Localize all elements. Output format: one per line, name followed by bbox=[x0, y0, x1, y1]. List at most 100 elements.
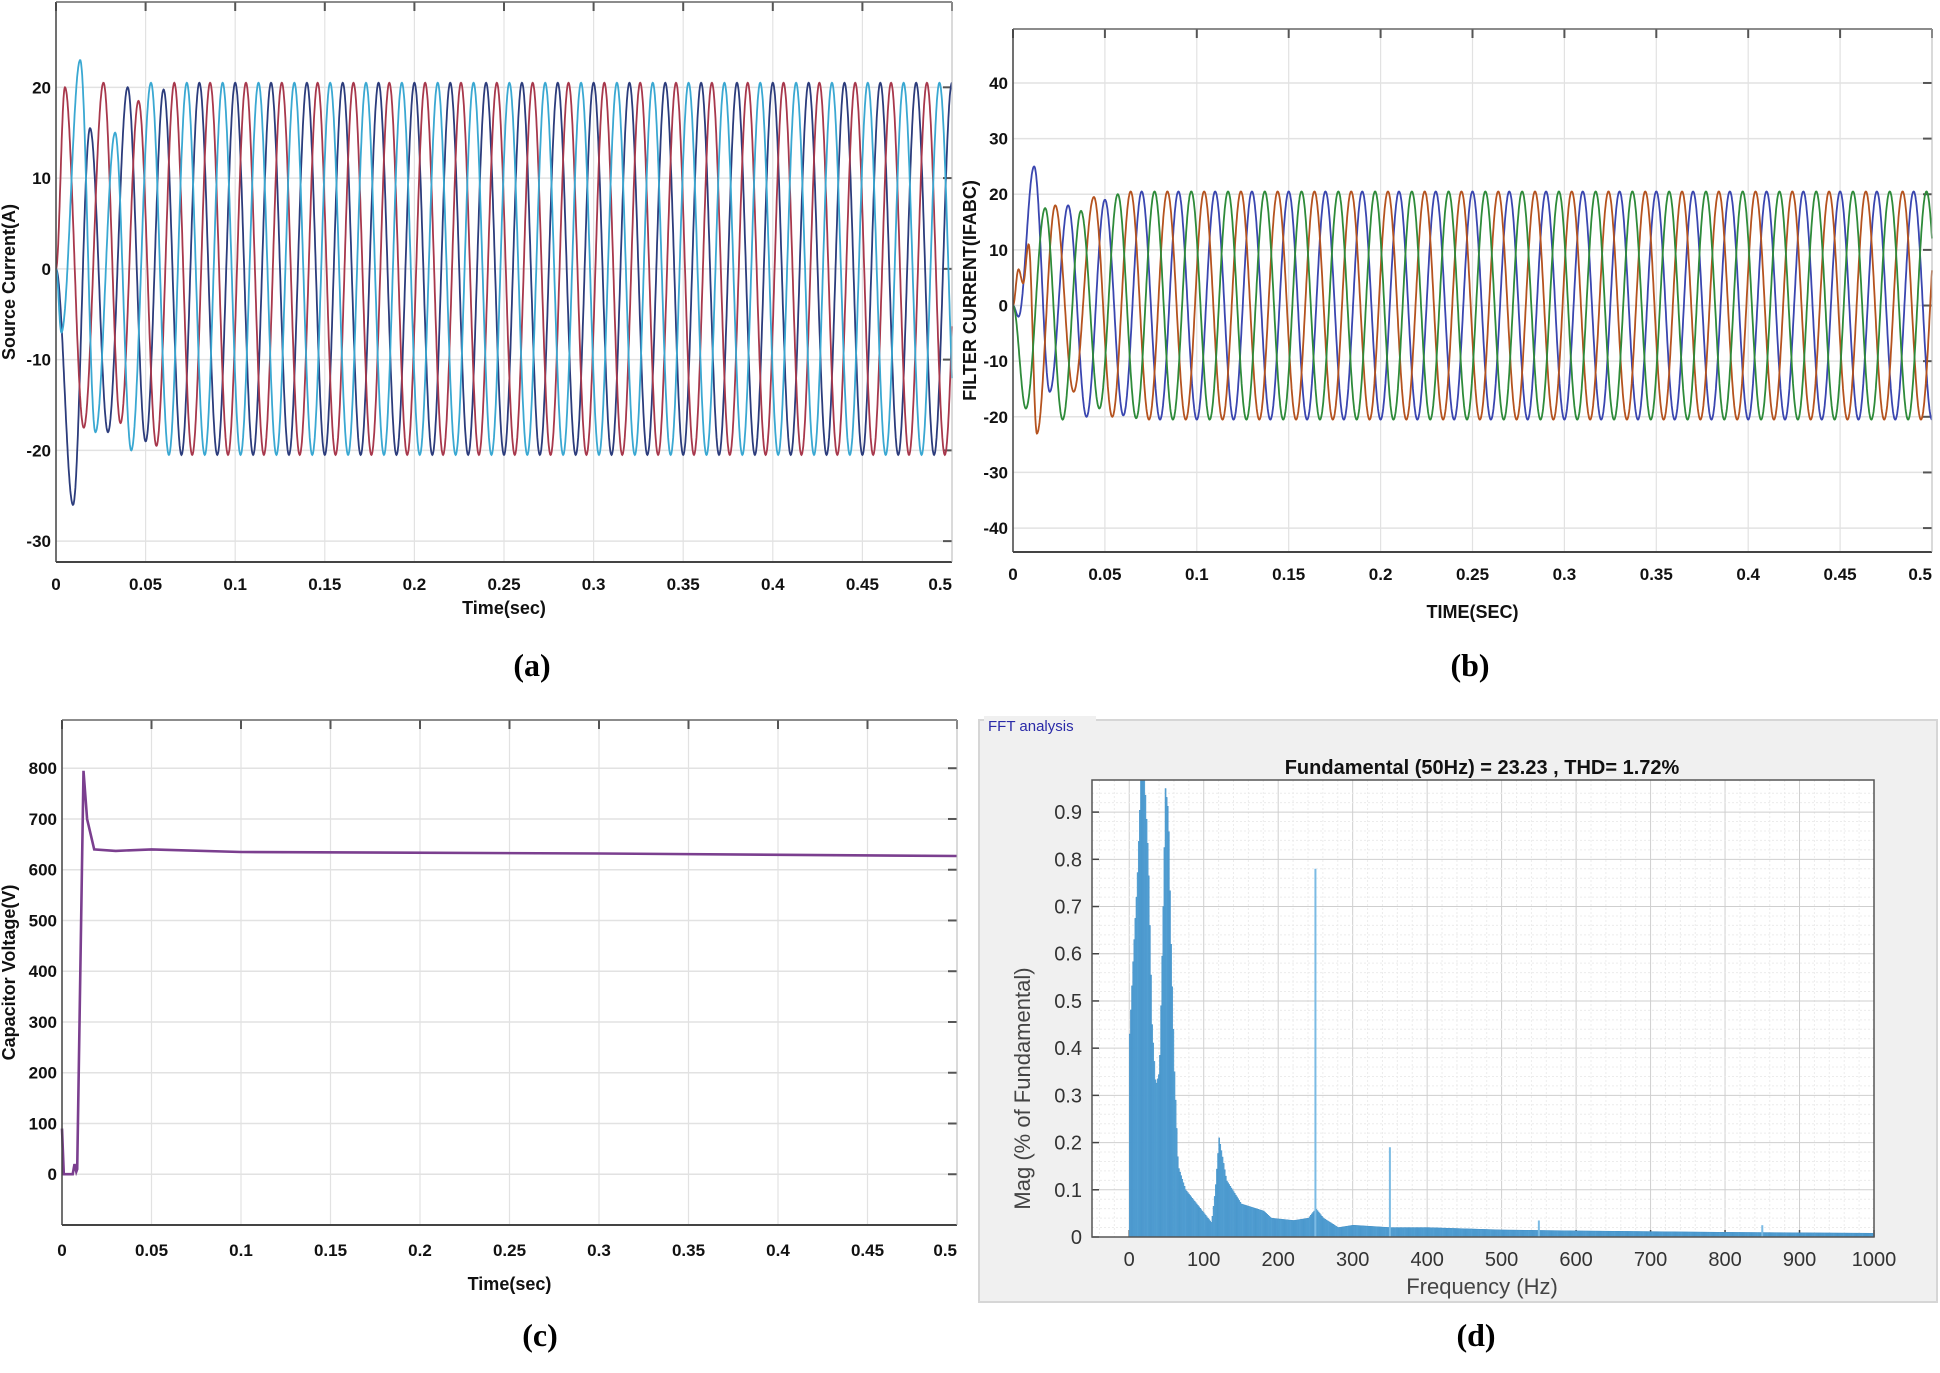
x-tick-label: 0.15 bbox=[314, 1241, 347, 1260]
series-line-2 bbox=[1012, 190, 1933, 435]
x-tick-label: 0.2 bbox=[1369, 565, 1393, 584]
series-line-2 bbox=[55, 81, 953, 457]
x-tick-label: 0.05 bbox=[129, 575, 162, 594]
x-tick-label: 300 bbox=[1336, 1249, 1369, 1271]
y-tick-label: -30 bbox=[26, 532, 51, 551]
x-tick-label: 0.15 bbox=[308, 575, 341, 594]
y-tick-label: 0.1 bbox=[1054, 1180, 1082, 1202]
x-tick-label: 100 bbox=[1187, 1249, 1220, 1271]
chart-title: Fundamental (50Hz) = 23.23 , THD= 1.72% bbox=[1285, 757, 1680, 779]
y-axis-label: FILTER CURRENT(IFABC) bbox=[960, 180, 980, 401]
y-tick-label: 0.8 bbox=[1054, 849, 1082, 871]
y-axis-label: Capacitor Voltage(V) bbox=[0, 885, 19, 1061]
x-tick-label: 0 bbox=[1008, 565, 1017, 584]
x-axis-label: Time(sec) bbox=[462, 598, 546, 618]
x-tick-label: 0.35 bbox=[672, 1241, 705, 1260]
plot-area bbox=[1092, 780, 1874, 1237]
x-tick-label: 0.1 bbox=[223, 575, 247, 594]
y-tick-label: -10 bbox=[26, 351, 51, 370]
y-tick-label: 0 bbox=[42, 260, 51, 279]
x-tick-label: 0.45 bbox=[851, 1241, 884, 1260]
x-tick-label: 1000 bbox=[1852, 1249, 1897, 1271]
y-tick-label: 20 bbox=[989, 185, 1008, 204]
y-axis-label: Source Current(A) bbox=[0, 204, 19, 360]
x-tick-label: 600 bbox=[1559, 1249, 1592, 1271]
series-line-1 bbox=[60, 770, 958, 1177]
x-tick-label: 0.45 bbox=[1824, 565, 1857, 584]
series-line-3 bbox=[1012, 190, 1933, 421]
chart-panel-a: 0 0.05 0.1 0.15 0.2 0.25 0.3 0.35 0.4 0.45 0.5 20 10… bbox=[0, 1, 953, 683]
x-tick-label: 0.3 bbox=[1553, 565, 1577, 584]
y-tick-label: -20 bbox=[26, 441, 51, 460]
y-tick-label: -30 bbox=[983, 463, 1008, 482]
x-tick-label: 0.4 bbox=[766, 1241, 790, 1260]
x-tick-label: 0.2 bbox=[403, 575, 427, 594]
y-tick-label: 30 bbox=[989, 130, 1008, 149]
x-tick-label: 0.4 bbox=[761, 575, 785, 594]
y-tick-label: 700 bbox=[29, 810, 57, 829]
y-tick-label: 0 bbox=[999, 297, 1008, 316]
figure-caption: (a) bbox=[513, 647, 550, 683]
x-axis-label: TIME(SEC) bbox=[1427, 602, 1519, 622]
chart-panel-b: 0 0.05 0.1 0.15 0.2 0.25 0.3 0.35 0.4 0.45 0.5 40 30… bbox=[960, 28, 1933, 683]
x-tick-label: 0.3 bbox=[587, 1241, 611, 1260]
y-tick-label: 0.3 bbox=[1054, 1085, 1082, 1107]
fft-frame-label-bg bbox=[984, 716, 1096, 734]
x-tick-label: 0.05 bbox=[1088, 565, 1121, 584]
x-tick-label: 0.1 bbox=[229, 1241, 253, 1260]
y-tick-label: 0.9 bbox=[1054, 802, 1082, 824]
y-tick-label: -10 bbox=[983, 352, 1008, 371]
y-tick-label: 500 bbox=[29, 911, 57, 930]
chart-panel-d: FFT analysis 0 100 200 300 400 500 600 700 800 900… bbox=[978, 716, 1938, 1353]
x-tick-label: 500 bbox=[1485, 1249, 1518, 1271]
x-tick-label: 200 bbox=[1262, 1249, 1295, 1271]
x-tick-label: 0.35 bbox=[667, 575, 700, 594]
x-tick-label: 800 bbox=[1708, 1249, 1741, 1271]
y-tick-label: 10 bbox=[989, 241, 1008, 260]
y-tick-label: 0 bbox=[48, 1165, 57, 1184]
x-tick-label: 0 bbox=[1124, 1249, 1135, 1271]
x-tick-label: 0.35 bbox=[1640, 565, 1673, 584]
x-tick-label: 0.45 bbox=[846, 575, 879, 594]
figure-caption: (b) bbox=[1450, 647, 1489, 683]
y-tick-label: 800 bbox=[29, 759, 57, 778]
y-tick-label: 40 bbox=[989, 74, 1008, 93]
x-tick-label: 400 bbox=[1410, 1249, 1443, 1271]
y-tick-label: 0 bbox=[1071, 1227, 1082, 1249]
y-tick-label: 600 bbox=[29, 861, 57, 880]
y-axis-label: Mag (% of Fundamental) bbox=[1010, 967, 1035, 1209]
x-tick-label: 0.05 bbox=[135, 1241, 168, 1260]
series-line-3 bbox=[55, 59, 953, 457]
figure-caption: (d) bbox=[1456, 1317, 1495, 1353]
y-tick-label: 10 bbox=[32, 169, 51, 188]
x-tick-label: 0 bbox=[57, 1241, 66, 1260]
y-tick-label: 0.7 bbox=[1054, 897, 1082, 919]
y-tick-label: 400 bbox=[29, 962, 57, 981]
x-tick-label: 900 bbox=[1783, 1249, 1816, 1271]
y-tick-label: 0.2 bbox=[1054, 1133, 1082, 1155]
x-axis-label: Time(sec) bbox=[468, 1274, 552, 1294]
y-tick-label: -20 bbox=[983, 408, 1008, 427]
x-tick-label: 0 bbox=[51, 575, 60, 594]
x-tick-label: 0.4 bbox=[1736, 565, 1760, 584]
y-tick-label: 100 bbox=[29, 1114, 57, 1133]
x-tick-label: 0.25 bbox=[1456, 565, 1489, 584]
axes-box bbox=[1091, 779, 1875, 1238]
y-tick-label: -40 bbox=[983, 519, 1008, 538]
x-tick-label: 0.2 bbox=[408, 1241, 432, 1260]
figure-caption: (c) bbox=[522, 1317, 558, 1353]
y-tick-label: 200 bbox=[29, 1064, 57, 1083]
x-tick-label: 0.25 bbox=[487, 575, 520, 594]
x-tick-label: 700 bbox=[1634, 1249, 1667, 1271]
y-tick-label: 0.5 bbox=[1054, 991, 1082, 1013]
y-tick-label: 20 bbox=[32, 78, 51, 97]
x-axis-label: Frequency (Hz) bbox=[1406, 1274, 1558, 1299]
x-tick-label: 0.1 bbox=[1185, 565, 1209, 584]
fft-panel-title: FFT analysis bbox=[988, 718, 1074, 735]
y-tick-label: 0.4 bbox=[1054, 1038, 1082, 1060]
y-tick-label: 300 bbox=[29, 1013, 57, 1032]
chart-panel-c: 0 0.05 0.1 0.15 0.2 0.25 0.3 0.35 0.4 0.45 0.5 800 7… bbox=[0, 719, 958, 1353]
x-tick-label: 0.25 bbox=[493, 1241, 526, 1260]
x-tick-label: 0.5 bbox=[928, 575, 952, 594]
